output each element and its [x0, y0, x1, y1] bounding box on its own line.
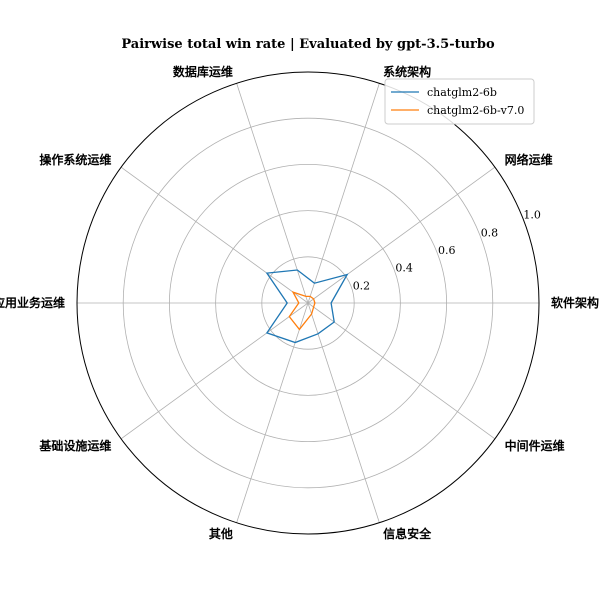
r-tick-label: 0.8 [481, 226, 499, 239]
r-tick-label: 0.2 [353, 279, 371, 292]
legend-label: chatglm2-6b-v7.0 [427, 104, 524, 117]
category-label: 中间件运维 [505, 438, 565, 453]
r-tick-label: 0.4 [395, 262, 413, 275]
category-label: 操作系统运维 [39, 152, 111, 167]
legend: chatglm2-6b chatglm2-6b-v7.0 [384, 78, 535, 125]
chart-title: Pairwise total win rate | Evaluated by g… [121, 37, 495, 52]
grid-layer [76, 71, 540, 535]
category-label: 应用业务运维 [0, 295, 65, 310]
spoke-line [307, 302, 496, 440]
legend-label: chatglm2-6b [427, 86, 497, 99]
series-line [288, 290, 316, 331]
category-label: 其他 [209, 526, 233, 541]
series-layer [265, 269, 349, 344]
spoke-line [120, 166, 309, 304]
spoke-line [236, 302, 309, 523]
series-line [265, 269, 349, 344]
grid-circle [122, 117, 494, 489]
category-label: 信息安全 [383, 526, 432, 541]
r-tick-label: 1.0 [523, 209, 541, 222]
category-label: 软件架构 [551, 295, 599, 310]
category-label: 网络运维 [505, 152, 553, 167]
legend-box [384, 78, 535, 125]
spoke-line [307, 302, 380, 523]
grid-circle [261, 256, 355, 350]
grid-circle [215, 210, 401, 396]
spoke-line [307, 83, 380, 304]
category-label: 数据库运维 [173, 64, 233, 79]
grid-circle [168, 163, 448, 443]
spoke-line [120, 302, 309, 440]
category-label: 基础设施运维 [38, 438, 111, 453]
r-tick-label: 0.6 [438, 244, 456, 257]
spoke-line [307, 166, 496, 304]
spoke-line [236, 83, 309, 304]
category-label: 系统架构 [383, 64, 431, 79]
outer-frame-circle [76, 71, 540, 535]
